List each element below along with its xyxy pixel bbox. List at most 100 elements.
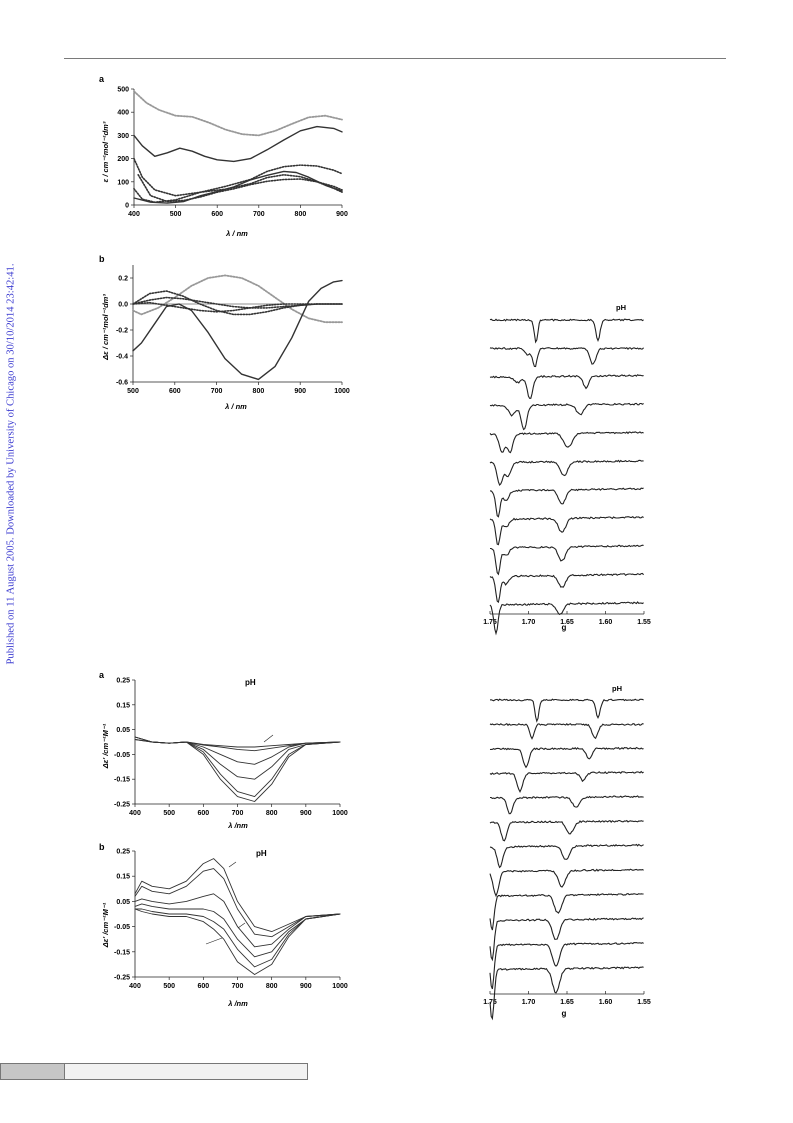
figure-2a-difference-chart: a pH Δε' /cm⁻¹M⁻¹ λ /nm 400 500 600 700 800 9… xyxy=(99,670,348,830)
label-leader-line xyxy=(263,734,274,743)
series-line xyxy=(134,736,341,765)
y-axis-label: Δε / cm⁻¹mol⁻¹dm³ xyxy=(101,294,110,361)
x-tick-label: 600 xyxy=(197,810,209,817)
epr-trace xyxy=(490,487,644,518)
x-tick-label: 1.55 xyxy=(637,619,651,626)
y-tick-label: 100 xyxy=(117,179,129,186)
epr-trace xyxy=(489,318,644,344)
x-tick-label: 900 xyxy=(300,810,312,817)
y-tick-label: 0.25 xyxy=(116,678,130,685)
series-line xyxy=(132,301,343,313)
panel-label: b xyxy=(99,254,105,264)
x-tick-label: 900 xyxy=(336,211,348,218)
series-line xyxy=(134,739,341,752)
download-notice: Published on 11 August 2005. Downloaded … xyxy=(3,263,19,665)
epr-trace xyxy=(489,819,644,842)
series-line xyxy=(134,908,341,968)
x-tick-label: 900 xyxy=(300,983,312,990)
epr-trace xyxy=(489,843,644,869)
epr-trace xyxy=(489,572,645,604)
series-line xyxy=(134,893,341,948)
panel-label: b xyxy=(99,842,105,852)
label-leader-line xyxy=(205,937,223,945)
x-tick-label: 1.65 xyxy=(560,999,574,1006)
legend-title: pH xyxy=(612,684,622,693)
x-tick-label: 600 xyxy=(211,211,223,218)
x-tick-label: 800 xyxy=(295,211,307,218)
x-tick-label: 400 xyxy=(129,983,141,990)
y-tick-label: -0.6 xyxy=(116,380,128,387)
series-line xyxy=(134,736,341,798)
y-tick-label: -0.25 xyxy=(114,802,130,809)
epr-trace xyxy=(489,917,644,962)
x-tick-label: 700 xyxy=(253,211,265,218)
x-tick-label: 400 xyxy=(129,810,141,817)
epr-trace xyxy=(489,346,645,368)
y-tick-label: -0.15 xyxy=(114,949,130,956)
y-tick-label: 0.25 xyxy=(116,849,130,856)
series-line xyxy=(132,274,343,324)
header-rule xyxy=(64,58,726,59)
epr-trace xyxy=(489,431,644,454)
x-tick-label: 800 xyxy=(266,810,278,817)
x-tick-label: 500 xyxy=(163,983,175,990)
y-tick-label: 0.15 xyxy=(116,702,130,709)
x-tick-label: 900 xyxy=(294,388,306,395)
x-tick-label: 1.70 xyxy=(522,999,536,1006)
y-tick-label: 0.05 xyxy=(116,727,130,734)
x-tick-label: 500 xyxy=(170,211,182,218)
epr-trace xyxy=(490,795,644,815)
y-tick-label: 300 xyxy=(117,133,129,140)
epr-trace xyxy=(489,374,644,399)
footer-bar xyxy=(0,1063,308,1080)
y-tick-label: 500 xyxy=(117,87,129,94)
x-tick-label: 1000 xyxy=(332,983,348,990)
x-tick-label: 600 xyxy=(169,388,181,395)
x-tick-label: 500 xyxy=(163,810,175,817)
x-tick-label: 1.60 xyxy=(599,999,613,1006)
y-axis-label: Δε' /cm⁻¹M⁻¹ xyxy=(101,902,110,948)
y-tick-label: 0.2 xyxy=(118,276,128,283)
series-line xyxy=(132,279,343,381)
epr-trace xyxy=(489,746,644,769)
x-tick-label: 1.55 xyxy=(637,999,651,1006)
y-tick-label: 0 xyxy=(125,203,129,210)
figure-2b-difference-chart: b pH Δε' /cm⁻¹M⁻¹ λ /nm 400 500 600 700 800 9… xyxy=(99,842,348,1008)
epr-trace xyxy=(489,516,644,546)
legend-title: pH xyxy=(245,678,256,687)
x-tick-label: 1.70 xyxy=(522,619,536,626)
series-line xyxy=(134,736,341,802)
series-line xyxy=(133,90,343,137)
x-tick-label: 1000 xyxy=(334,388,350,395)
epr-trace xyxy=(489,723,644,740)
epr-spectra-2: pH g 1.75 1.70 1.65 1.60 1.55 xyxy=(483,684,651,1021)
x-tick-label: 1.60 xyxy=(599,619,613,626)
epr-trace xyxy=(489,402,644,431)
x-tick-label: 600 xyxy=(197,983,209,990)
epr-trace xyxy=(489,892,644,931)
epr-trace xyxy=(490,544,644,576)
download-notice-text: Published on 11 August 2005. Downloaded … xyxy=(5,263,17,665)
y-axis-label: Δε' /cm⁻¹M⁻¹ xyxy=(101,723,110,769)
series-line xyxy=(134,858,341,933)
x-tick-label: 1000 xyxy=(332,810,348,817)
x-axis-label: λ / nm xyxy=(225,229,248,238)
epr-trace xyxy=(489,601,644,636)
figure-1b-difference-chart: b Δε / cm⁻¹mol⁻¹dm³ λ / nm 500 600 700 800 9… xyxy=(99,254,350,411)
panel-label: a xyxy=(99,74,105,84)
epr-trace xyxy=(489,459,644,486)
figure-1a-absorption-chart: a ε / cm⁻¹mol⁻¹dm³ λ / nm 400 500 600 700 80… xyxy=(99,74,348,238)
x-tick-label: 800 xyxy=(266,983,278,990)
series-line xyxy=(133,157,343,197)
label-leader-line xyxy=(237,922,246,929)
y-tick-label: -0.25 xyxy=(114,975,130,982)
x-tick-label: 800 xyxy=(253,388,265,395)
series-line xyxy=(134,868,341,938)
x-axis-label: g xyxy=(562,1009,567,1018)
series-line xyxy=(132,290,343,316)
y-tick-label: 400 xyxy=(117,110,129,117)
y-axis-label: ε / cm⁻¹mol⁻¹dm³ xyxy=(101,121,110,182)
x-tick-label: 700 xyxy=(211,388,223,395)
y-tick-label: 0.0 xyxy=(118,302,128,309)
series-line xyxy=(134,903,341,958)
